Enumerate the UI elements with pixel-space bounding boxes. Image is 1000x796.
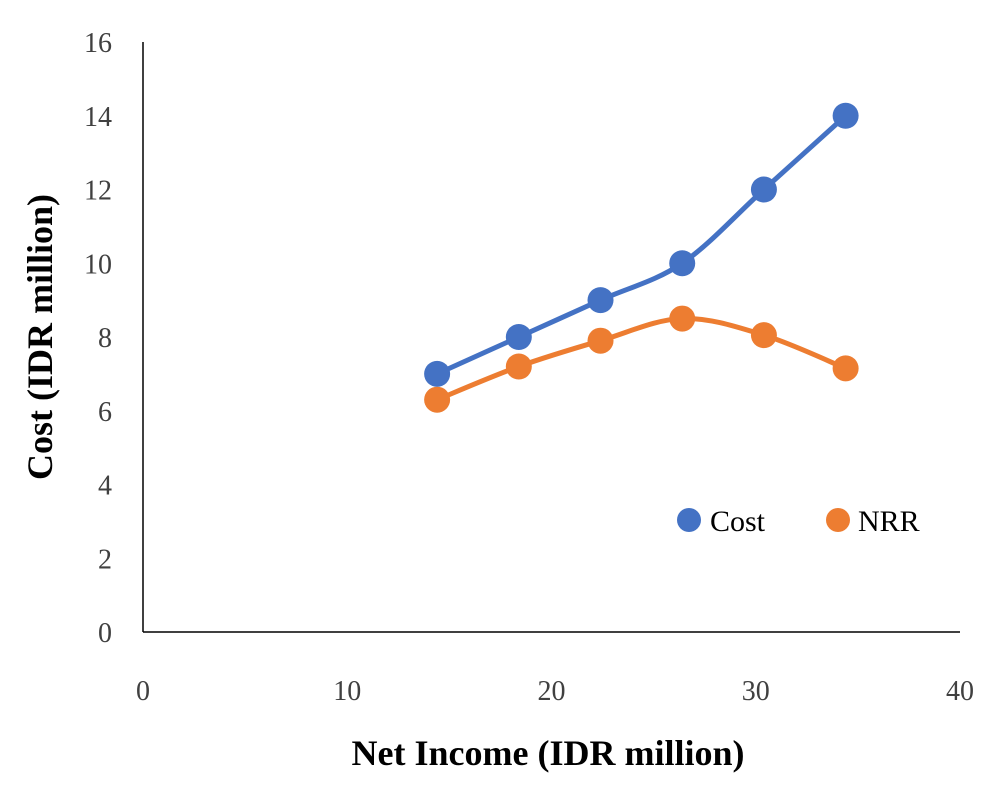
- x-tick-label: 40: [946, 676, 974, 707]
- data-point-nrr: [587, 327, 614, 354]
- y-tick-label: 0: [98, 618, 112, 649]
- x-tick-label: 0: [136, 676, 150, 707]
- data-point-nrr: [505, 353, 532, 380]
- x-tick-label: 20: [538, 676, 566, 707]
- data-point-cost: [669, 250, 696, 277]
- data-point-nrr: [424, 386, 451, 413]
- y-tick-label: 12: [84, 176, 112, 207]
- series-line-cost: [434, 113, 849, 377]
- data-point-nrr: [750, 322, 777, 349]
- x-tick-labels: 0 10 20 30 40: [136, 676, 974, 707]
- legend-marker-nrr: [826, 508, 850, 532]
- legend-label-nrr: NRR: [858, 505, 920, 538]
- data-point-cost: [505, 324, 532, 350]
- data-point-cost: [750, 176, 777, 203]
- data-point-cost: [587, 287, 614, 314]
- legend: Cost NRR: [677, 505, 920, 538]
- y-tick-label: 6: [98, 397, 112, 428]
- y-tick-label: 4: [98, 471, 112, 502]
- series-line-nrr: [434, 316, 849, 403]
- y-tick-label: 10: [84, 249, 112, 280]
- x-tick-label: 30: [742, 676, 770, 707]
- data-point-cost: [832, 102, 859, 129]
- data-point-cost: [424, 360, 451, 387]
- series-group: [424, 102, 859, 413]
- y-tick-label: 8: [98, 323, 112, 354]
- legend-label-cost: Cost: [710, 505, 766, 538]
- x-axis-title: Net Income (IDR million): [352, 733, 745, 773]
- x-tick-label: 10: [333, 676, 361, 707]
- data-point-nrr: [832, 355, 859, 382]
- y-tick-label: 2: [98, 544, 112, 575]
- y-tick-label: 16: [84, 28, 112, 59]
- y-axis-title: Cost (IDR million): [20, 194, 60, 480]
- legend-marker-cost: [677, 508, 701, 532]
- y-tick-labels: 0 2 4 6 8 10 12 14 16: [84, 28, 112, 649]
- data-point-nrr: [669, 305, 696, 332]
- y-tick-label: 14: [84, 102, 112, 133]
